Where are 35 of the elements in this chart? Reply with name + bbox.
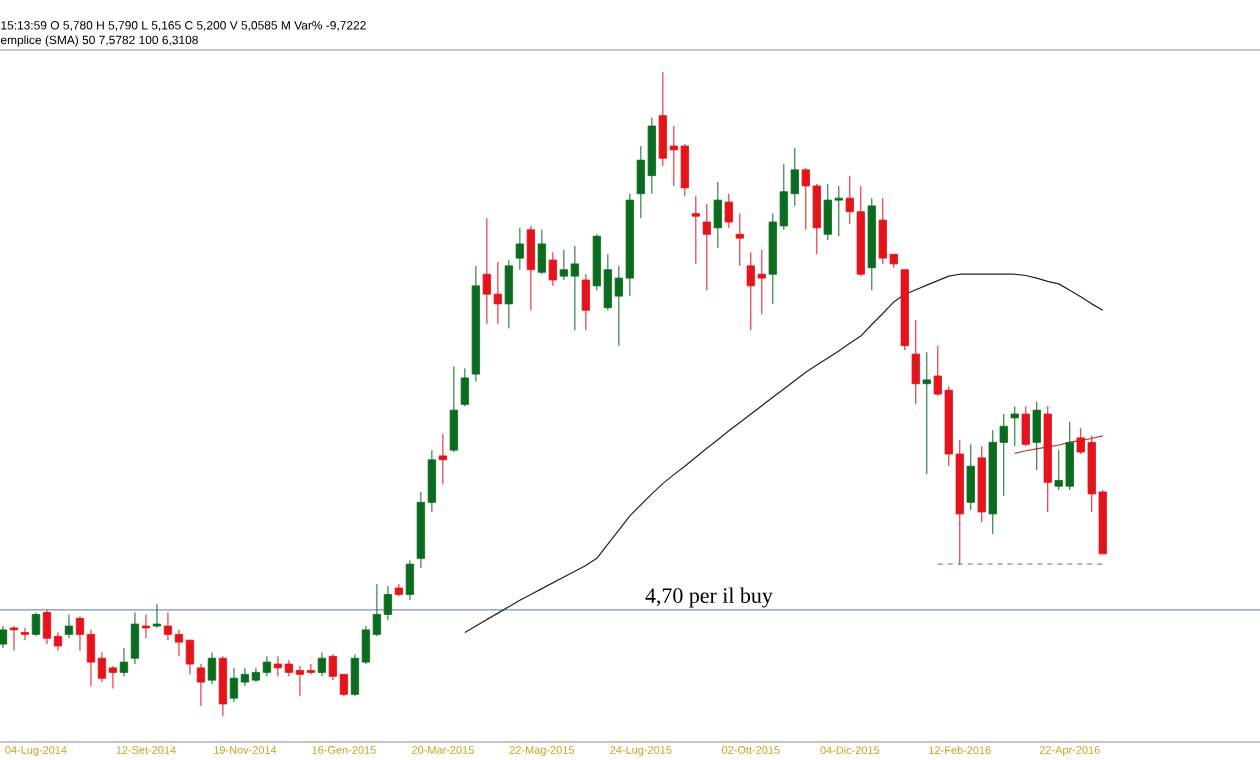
candlestick: [119, 647, 129, 677]
candlestick: [196, 663, 206, 707]
candlestick: [515, 227, 525, 271]
candlestick: [218, 655, 228, 717]
candlestick: [966, 443, 975, 511]
candlestick: [922, 351, 931, 475]
candlestick: [1010, 405, 1019, 447]
candlestick: [20, 627, 30, 641]
ref-line-label: 4,70 per il buy: [645, 587, 773, 608]
candlestick: [537, 229, 546, 275]
candlestick: [702, 203, 711, 291]
candlestick: [31, 611, 41, 637]
candlestick: [9, 625, 19, 652]
candlestick: [548, 251, 557, 287]
candlestick: [911, 319, 920, 405]
candlestick: [691, 195, 700, 265]
candlestick: [130, 611, 140, 665]
candlestick: [724, 193, 733, 229]
candlestick: [141, 613, 151, 639]
candlestick: [460, 367, 470, 407]
candlestick: [713, 181, 722, 249]
candlestick: [581, 273, 590, 331]
candlestick: [405, 559, 415, 601]
candlestick: [1032, 401, 1041, 471]
candlestick: [1021, 405, 1030, 447]
candlestick: [526, 225, 535, 311]
candlestick: [735, 213, 744, 267]
candlestick: [317, 651, 327, 677]
candlestick: [152, 603, 162, 629]
candlestick: [449, 365, 459, 453]
candlestick: [438, 433, 448, 485]
candlestick: [64, 613, 74, 639]
candlestick: [0, 625, 8, 649]
candlestick: [207, 651, 217, 685]
candlestick: [504, 259, 514, 329]
